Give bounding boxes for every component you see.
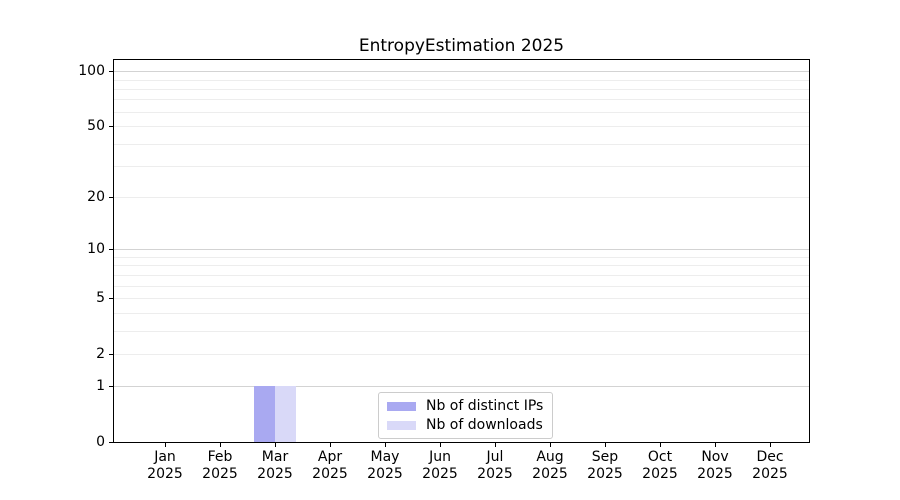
chart-title: EntropyEstimation 2025 [358,36,565,56]
gridline-major [114,71,809,73]
y-tick-label: 0 [96,434,105,450]
legend: Nb of distinct IPs Nb of downloads [378,392,554,439]
x-tick-label: Aug 2025 [532,449,568,482]
gridline-minor [114,265,809,267]
x-tick-label: Mar 2025 [257,449,293,482]
y-tick-mark [109,353,113,355]
y-tick-mark [109,386,113,388]
legend-item: Nb of distinct IPs [387,398,543,414]
y-tick-label: 2 [96,345,105,362]
x-tick-mark [330,443,331,447]
legend-item: Nb of downloads [387,417,543,433]
gridline-minor [114,312,809,314]
x-tick-label: Jul 2025 [477,449,513,482]
y-tick-label: 50 [87,118,105,134]
x-tick-label: Dec 2025 [752,449,788,482]
gridline-minor [114,126,809,127]
y-tick-mark [109,71,113,73]
x-tick-mark [220,443,221,447]
gridline-minor [114,274,809,276]
y-tick-mark [109,249,113,251]
x-tick-mark [715,443,716,447]
gridline-minor [114,330,809,332]
y-tick-mark [109,126,113,127]
x-tick-label: Jan 2025 [147,449,183,482]
x-tick-label: Jun 2025 [422,449,458,482]
gridline-minor [114,257,809,258]
gridline-minor [114,285,809,287]
legend-label: Nb of distinct IPs [426,398,544,414]
legend-label: Nb of downloads [426,417,543,433]
x-tick-mark [495,443,496,447]
bar-nb-of-distinct-ips [254,386,275,442]
x-tick-label: Nov 2025 [697,449,733,482]
plot-area [113,59,810,443]
gridline-minor [114,143,809,145]
y-tick-mark [109,442,113,443]
x-tick-mark [550,443,551,447]
x-tick-mark [165,443,166,447]
x-tick-mark [385,443,386,447]
y-tick-label: 1 [96,378,105,395]
x-tick-mark [275,443,276,447]
x-tick-label: Feb 2025 [202,449,238,482]
y-tick-mark [109,197,113,199]
gridline-minor [114,79,809,81]
gridline-minor [114,111,809,113]
x-tick-label: Sep 2025 [587,449,623,482]
x-tick-label: May 2025 [367,449,403,482]
gridline-major [114,386,809,388]
gridline-minor [114,99,809,101]
y-tick-label: 20 [87,189,105,206]
y-tick-label: 10 [87,241,105,258]
gridline-minor [114,298,809,299]
gridline-major [114,249,809,251]
legend-swatch-nb-of-distinct-ips [387,401,416,411]
bar-nb-of-downloads [275,386,296,442]
x-tick-label: Oct 2025 [642,449,678,482]
y-tick-label: 5 [96,290,105,306]
gridline-minor [114,353,809,355]
x-tick-mark [770,443,771,447]
x-tick-label: Apr 2025 [312,449,348,482]
y-tick-label: 100 [78,63,105,80]
gridline-minor [114,88,809,90]
x-tick-mark [605,443,606,447]
legend-swatch-nb-of-downloads [387,420,416,430]
y-tick-mark [109,298,113,299]
x-tick-mark [440,443,441,447]
x-tick-mark [660,443,661,447]
gridline-minor [114,166,809,167]
gridline-minor [114,197,809,199]
